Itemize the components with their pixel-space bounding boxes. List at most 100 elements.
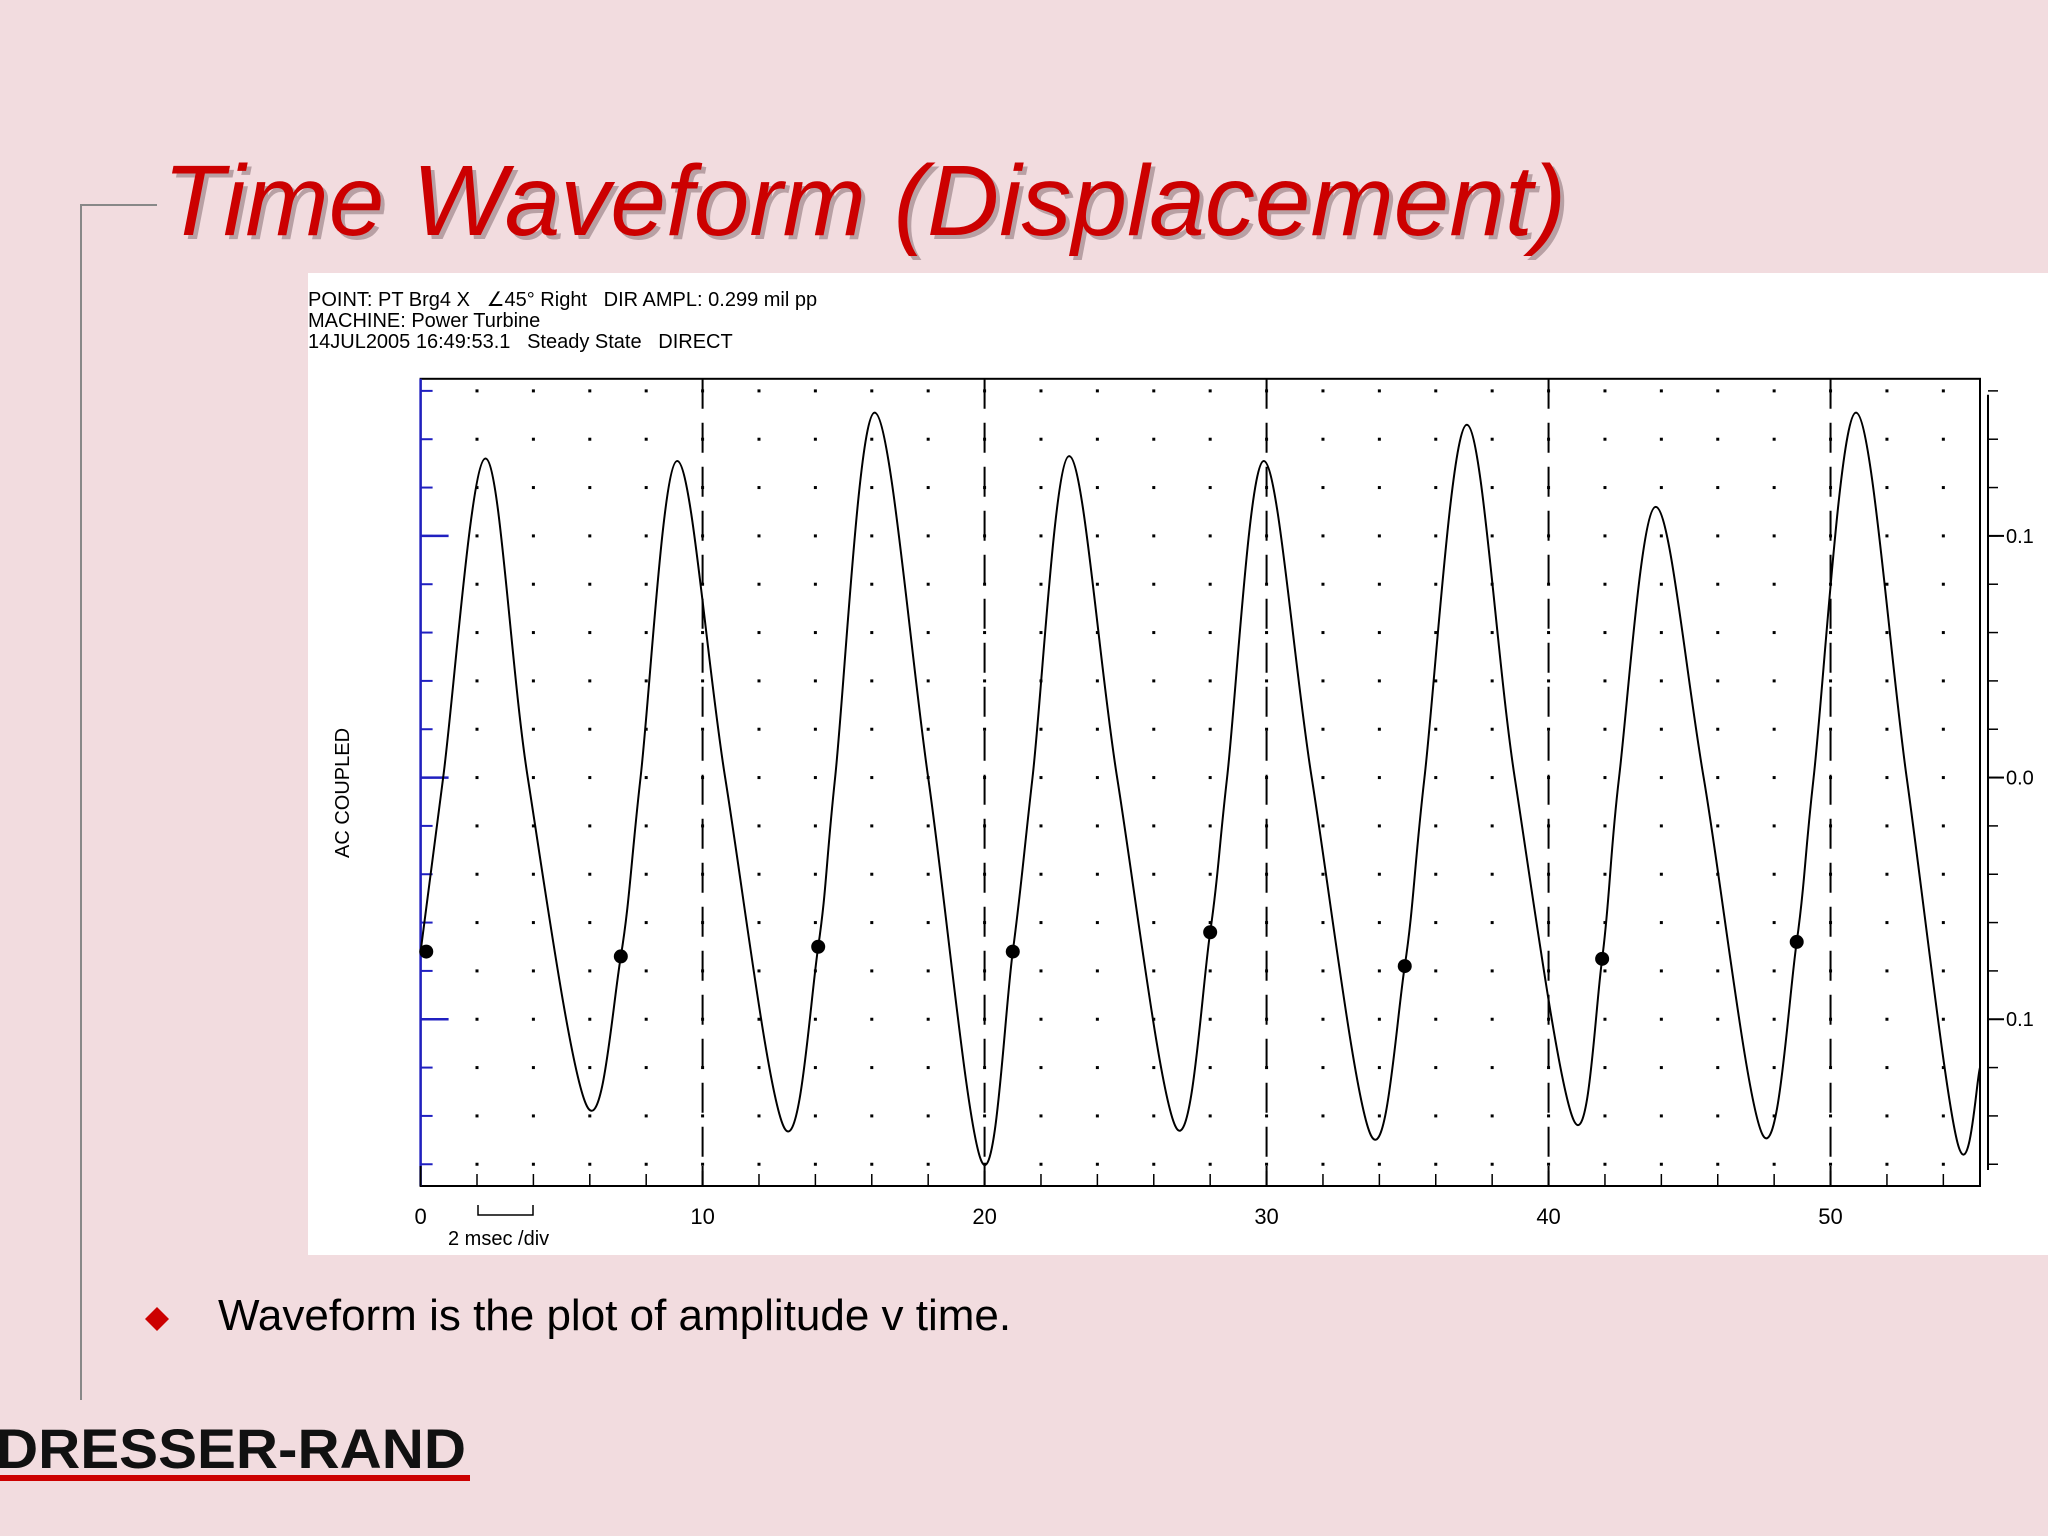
grid-dot — [475, 534, 479, 538]
grid-dot — [701, 631, 705, 635]
grid-dot — [870, 486, 874, 490]
grid-dot — [1095, 1114, 1099, 1118]
grid-dot — [1095, 582, 1099, 586]
frame-line — [80, 204, 157, 1400]
grid-dot — [757, 1162, 761, 1166]
grid-dot — [1321, 1017, 1325, 1021]
grid-dot — [1941, 437, 1945, 441]
grid-dot — [1603, 437, 1607, 441]
grid-dot — [1039, 969, 1043, 973]
grid-dot — [1941, 631, 1945, 635]
grid-dot — [926, 631, 930, 635]
grid-dot — [701, 727, 705, 731]
grid-dot — [813, 582, 817, 586]
grid-dot — [588, 486, 592, 490]
grid-dot — [588, 727, 592, 731]
grid-dot — [1716, 679, 1720, 683]
grid-dot — [1603, 679, 1607, 683]
grid-dot — [1941, 1066, 1945, 1070]
grid-dot — [1716, 534, 1720, 538]
grid-dot — [1152, 727, 1156, 731]
grid-dot — [531, 1066, 535, 1070]
grid-dot — [1208, 776, 1212, 780]
x-axis-label: 2 msec /div — [448, 1228, 549, 1250]
grid-dot — [701, 1114, 705, 1118]
grid-dot — [1095, 389, 1099, 393]
grid-dot — [926, 486, 930, 490]
grid-dot — [1772, 776, 1776, 780]
grid-dot — [1547, 1162, 1551, 1166]
grid-dot — [644, 776, 648, 780]
grid-dot — [588, 534, 592, 538]
grid-dot — [1377, 679, 1381, 683]
grid-dot — [644, 534, 648, 538]
grid-dot — [1490, 1066, 1494, 1070]
grid-dot — [588, 389, 592, 393]
grid-dot — [588, 437, 592, 441]
grid-dot — [1095, 872, 1099, 876]
grid-dot — [1941, 1017, 1945, 1021]
grid-dot — [1208, 727, 1212, 731]
grid-dot — [1941, 1114, 1945, 1118]
grid-dot — [1659, 969, 1663, 973]
grid-dot — [1716, 727, 1720, 731]
grid-dot — [1039, 872, 1043, 876]
grid-dot — [1772, 631, 1776, 635]
grid-dot — [475, 727, 479, 731]
grid-dot — [870, 679, 874, 683]
grid-dot — [1885, 1162, 1889, 1166]
grid-dot — [1434, 1162, 1438, 1166]
grid-dot — [1377, 776, 1381, 780]
grid-dot — [475, 1017, 479, 1021]
grid-dot — [813, 1066, 817, 1070]
grid-dot — [531, 486, 535, 490]
grid-dot — [1321, 631, 1325, 635]
grid-dot — [1321, 1066, 1325, 1070]
grid-dot — [1265, 1114, 1269, 1118]
grid-dot — [1716, 776, 1720, 780]
grid-dot — [1377, 1017, 1381, 1021]
grid-dot — [757, 776, 761, 780]
grid-dot — [1208, 1114, 1212, 1118]
grid-dot — [1490, 534, 1494, 538]
grid-dot — [644, 486, 648, 490]
grid-dot — [926, 437, 930, 441]
grid-dot — [1603, 872, 1607, 876]
grid-dot — [813, 1017, 817, 1021]
grid-dot — [588, 969, 592, 973]
grid-dot — [1490, 389, 1494, 393]
grid-dot — [1265, 679, 1269, 683]
grid-dot — [1265, 631, 1269, 635]
grid-dot — [983, 727, 987, 731]
grid-dot — [1772, 824, 1776, 828]
logo-underline — [0, 1475, 470, 1481]
grid-dot — [1434, 582, 1438, 586]
grid-dot — [926, 582, 930, 586]
grid-dot — [1659, 534, 1663, 538]
grid-dot — [475, 872, 479, 876]
grid-dot — [1547, 631, 1551, 635]
grid-dot — [1377, 582, 1381, 586]
grid-dot — [1321, 437, 1325, 441]
grid-dot — [1659, 727, 1663, 731]
grid-dot — [475, 969, 479, 973]
grid-dot — [1716, 1017, 1720, 1021]
grid-dot — [531, 534, 535, 538]
grid-dot — [926, 824, 930, 828]
grid-dot — [1265, 727, 1269, 731]
grid-dot — [1603, 582, 1607, 586]
grid-dot — [1716, 1066, 1720, 1070]
grid-dot — [588, 921, 592, 925]
grid-dot — [1885, 486, 1889, 490]
grid-dot — [475, 389, 479, 393]
grid-dot — [1152, 1066, 1156, 1070]
grid-dot — [1039, 389, 1043, 393]
grid-dot — [1659, 872, 1663, 876]
grid-dot — [1603, 776, 1607, 780]
grid-dot — [1321, 389, 1325, 393]
grid-dot — [1377, 872, 1381, 876]
grid-dot — [1152, 389, 1156, 393]
grid-dot — [757, 1017, 761, 1021]
grid-dot — [870, 1066, 874, 1070]
